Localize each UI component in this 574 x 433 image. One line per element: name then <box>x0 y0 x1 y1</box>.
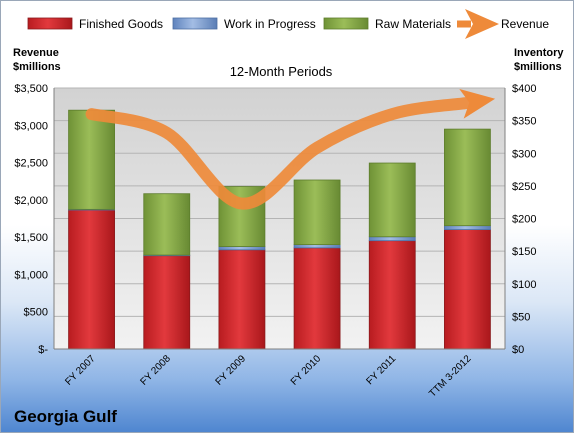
legend-item-work-in-progress: Work in Progress <box>172 17 316 31</box>
right-axis-ticks: $0 $50 $100 $150 $200 $250 $300 $350 $400 <box>512 83 536 356</box>
bar-raw-materials <box>68 109 115 210</box>
right-tick-label: $300 <box>512 148 536 160</box>
revenue-line <box>85 88 496 210</box>
right-tick-label: $400 <box>512 83 536 95</box>
legend-item-finished-goods: Finished Goods <box>27 17 163 31</box>
left-tick-label: $3,000 <box>14 120 48 132</box>
left-axis-title-line1: Revenue <box>13 47 59 59</box>
bar-work-in-progress <box>444 225 491 230</box>
right-axis-title-line1: Inventory <box>514 47 564 59</box>
left-tick-label: $500 <box>24 307 48 319</box>
right-tick-label: $50 <box>512 311 530 323</box>
left-tick-label: $1,500 <box>14 232 48 244</box>
revenue-layer <box>85 88 496 210</box>
bar-finished-goods <box>143 255 191 350</box>
x-tick-label: FY 2010 <box>289 353 324 388</box>
chart-title: 12-Month Periods <box>230 64 333 79</box>
x-tick-label: FY 2008 <box>138 353 173 388</box>
bar-raw-materials <box>444 128 491 227</box>
left-tick-label: $3,500 <box>14 83 48 95</box>
left-axis-ticks: $- $500 $1,000 $1,500 $2,000 $2,500 $3,000 $3,5… <box>14 83 48 356</box>
x-tick-label: FY 2009 <box>214 353 249 388</box>
bar-finished-goods <box>444 229 491 350</box>
bar-finished-goods <box>218 249 266 350</box>
legend-swatch-raw-materials <box>323 17 369 30</box>
x-tick-label: FY 2011 <box>365 353 399 387</box>
bar-work-in-progress <box>368 236 416 242</box>
legend-swatch-finished-goods <box>27 17 73 30</box>
left-tick-label: $- <box>38 344 48 356</box>
legend-item-raw-materials: Raw Materials <box>323 17 451 31</box>
right-tick-label: $100 <box>512 279 536 291</box>
x-tick-label: TTM 3-2012 <box>427 353 474 400</box>
bar-finished-goods <box>293 247 341 350</box>
left-axis-title-line2: $millions <box>13 61 61 73</box>
bar-work-in-progress <box>218 246 266 251</box>
bar-raw-materials <box>293 179 341 246</box>
legend-label-work-in-progress: Work in Progress <box>224 17 316 31</box>
legend-label-revenue: Revenue <box>501 17 549 31</box>
right-tick-label: $350 <box>512 116 536 128</box>
legend-item-revenue: Revenue <box>457 9 549 39</box>
bar-raw-materials <box>143 193 191 256</box>
left-tick-label: $2,500 <box>14 158 48 170</box>
bar-finished-goods <box>368 240 416 350</box>
bar-finished-goods <box>68 209 115 350</box>
bar-work-in-progress <box>293 244 341 249</box>
legend: Finished Goods Work in Progress Raw Mate… <box>27 9 549 39</box>
right-tick-label: $250 <box>512 181 536 193</box>
right-tick-label: $0 <box>512 344 524 356</box>
company-name: Georgia Gulf <box>14 407 117 426</box>
right-tick-label: $200 <box>512 214 536 226</box>
legend-label-raw-materials: Raw Materials <box>375 17 451 31</box>
right-tick-label: $150 <box>512 246 536 258</box>
x-axis-ticks: FY 2007 FY 2008 FY 2009 FY 2010 FY 2011 TTM 3… <box>63 353 474 400</box>
right-axis-title-line2: $millions <box>514 61 562 73</box>
bar-raw-materials <box>368 162 416 238</box>
x-tick-label: FY 2007 <box>63 353 98 388</box>
left-tick-label: $2,000 <box>14 195 48 207</box>
legend-label-finished-goods: Finished Goods <box>79 17 163 31</box>
left-tick-label: $1,000 <box>14 269 48 281</box>
legend-swatch-work-in-progress <box>172 17 218 30</box>
